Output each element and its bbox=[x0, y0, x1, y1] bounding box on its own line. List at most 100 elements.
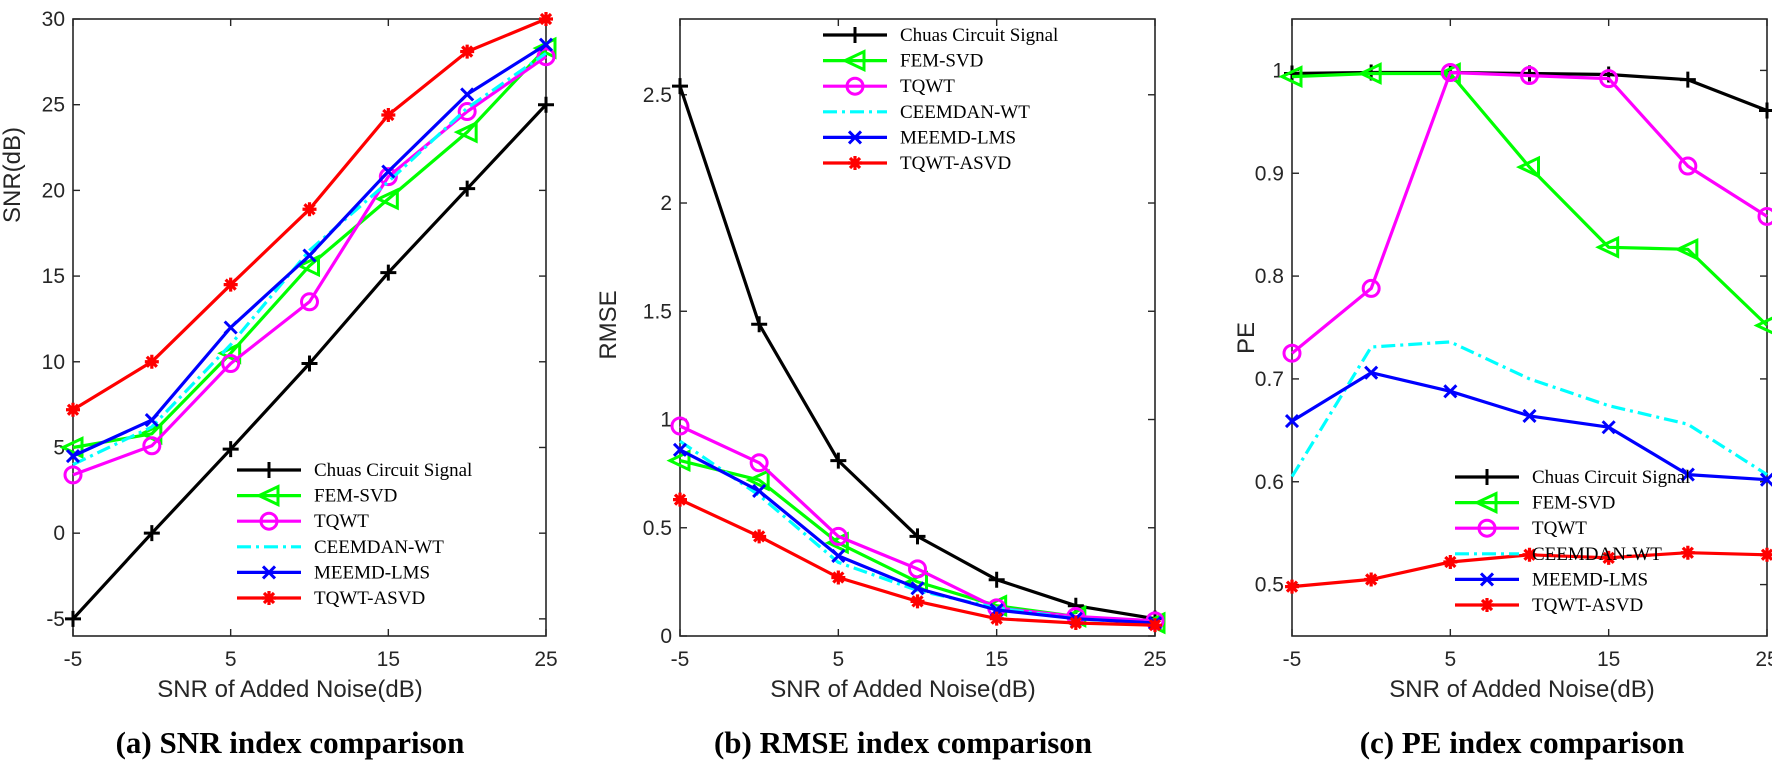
y-tick-label: 0.5 bbox=[643, 517, 672, 540]
data-point-tqwt bbox=[457, 102, 477, 122]
x-tick-label: 15 bbox=[1597, 648, 1620, 671]
data-point-chuas-circuit-signal bbox=[1759, 102, 1772, 119]
legend-label: Chuas Circuit Signal bbox=[314, 460, 472, 481]
data-point-chuas-circuit-signal bbox=[65, 610, 81, 627]
data-point-meemd-lms bbox=[752, 483, 767, 499]
data-point-fem-svd bbox=[745, 468, 770, 492]
data-point-meemd-lms bbox=[910, 581, 925, 596]
series-line-fem-svd bbox=[1291, 71, 1769, 327]
legend-item-tqwt: TQWT bbox=[237, 511, 369, 532]
legend-item-meemd-lms: MEEMD-LMS bbox=[823, 127, 1016, 148]
data-point-chuas-circuit-signal bbox=[751, 316, 768, 333]
data-point-meemd-lms bbox=[1284, 414, 1300, 429]
data-point-tqwt-asvd bbox=[1522, 547, 1537, 562]
legend-item-tqwt: TQWT bbox=[823, 76, 955, 97]
x-tick-label: 25 bbox=[534, 648, 557, 671]
series-line-ceemdan-wt bbox=[1290, 340, 1768, 478]
series-chuas-circuit-signal bbox=[65, 96, 554, 627]
y-ticks-snr: -5 0 5 10 15 20 25 30 bbox=[42, 8, 546, 631]
y-tick-label: 2.5 bbox=[643, 84, 672, 107]
y-tick-label: 0.8 bbox=[1255, 265, 1284, 288]
y-tick-label: 1 bbox=[1272, 59, 1284, 82]
data-point-meemd-lms bbox=[302, 248, 317, 263]
plot-frame-snr bbox=[72, 18, 547, 637]
legend-label: TQWT bbox=[314, 511, 369, 532]
data-point-fem-svd bbox=[1357, 62, 1382, 85]
series-line-ceemdan-wt bbox=[72, 51, 547, 467]
data-point-tqwt bbox=[536, 47, 556, 67]
data-point-tqwt bbox=[142, 436, 162, 456]
data-point-tqwt-asvd bbox=[1601, 550, 1616, 565]
data-point-tqwt-asvd bbox=[1364, 572, 1379, 587]
data-point-chuas-circuit-signal bbox=[672, 78, 688, 95]
legend-label: FEM-SVD bbox=[900, 51, 983, 72]
legend-marker bbox=[255, 484, 280, 507]
series-line-tqwt bbox=[1290, 70, 1768, 355]
panel-pe: (c) PE index comparison SNR of Added Noi… bbox=[1233, 18, 1772, 760]
data-point-tqwt bbox=[221, 353, 241, 373]
data-point-tqwt bbox=[300, 292, 319, 312]
data-point-chuas-circuit-signal bbox=[830, 452, 847, 469]
legend-item-chuas-circuit-signal: Chuas Circuit Signal bbox=[237, 460, 472, 481]
y-tick-label: 15 bbox=[42, 265, 65, 288]
data-point-meemd-lms bbox=[1601, 420, 1616, 435]
legend-marker bbox=[262, 591, 276, 605]
panel-rmse: (b) RMSE index comparison SNR of Added N… bbox=[595, 18, 1167, 760]
legend-item-ceemdan-wt: CEEMDAN-WT bbox=[237, 537, 444, 558]
x-tick-label: 25 bbox=[1755, 648, 1772, 671]
data-point-tqwt-asvd bbox=[539, 12, 553, 26]
legend-item-ceemdan-wt: CEEMDAN-WT bbox=[1455, 544, 1662, 565]
legend-label: TQWT-ASVD bbox=[1532, 595, 1643, 616]
data-point-tqwt bbox=[1440, 62, 1460, 82]
series-ceemdan-wt bbox=[1290, 340, 1768, 478]
data-point-meemd-lms bbox=[381, 164, 396, 179]
legend-item-fem-svd: FEM-SVD bbox=[1455, 491, 1615, 514]
y-tick-label: 20 bbox=[42, 179, 65, 202]
data-point-tqwt-asvd bbox=[1443, 554, 1458, 569]
data-point-tqwt-asvd bbox=[1148, 618, 1162, 633]
legend-label: MEEMD-LMS bbox=[314, 562, 430, 583]
legend-item-chuas-circuit-signal: Chuas Circuit Signal bbox=[1455, 467, 1690, 488]
series-line-meemd-lms bbox=[1291, 371, 1768, 482]
x-axis-label-rmse: SNR of Added Noise(dB) bbox=[770, 676, 1035, 703]
legend-item-fem-svd: FEM-SVD bbox=[823, 49, 983, 72]
legend-item-tqwt-asvd: TQWT-ASVD bbox=[823, 153, 1011, 174]
data-point-chuas-circuit-signal bbox=[459, 180, 476, 197]
legend-label: CEEMDAN-WT bbox=[314, 537, 444, 558]
x-tick-label: 5 bbox=[225, 648, 237, 671]
y-axis-label-pe: PE bbox=[1233, 322, 1260, 354]
data-point-tqwt bbox=[378, 167, 398, 187]
data-point-meemd-lms bbox=[538, 37, 554, 52]
series-line-tqwt bbox=[72, 55, 547, 477]
legend-item-fem-svd: FEM-SVD bbox=[237, 484, 397, 507]
y-tick-label: 2 bbox=[660, 192, 672, 215]
data-point-tqwt-asvd bbox=[66, 402, 80, 417]
legend-marker bbox=[261, 565, 277, 580]
legend-label: TQWT bbox=[900, 76, 955, 97]
legend-label: TQWT-ASVD bbox=[900, 153, 1011, 174]
data-point-fem-svd bbox=[217, 341, 242, 365]
series-meemd-lms bbox=[1284, 365, 1772, 487]
legend-label: FEM-SVD bbox=[1532, 493, 1615, 514]
x-tick-label: 15 bbox=[985, 648, 1008, 671]
data-point-tqwt-asvd bbox=[1760, 547, 1772, 562]
y-axis-label-snr: SNR(dB) bbox=[0, 127, 26, 223]
data-point-chuas-circuit-signal bbox=[538, 96, 554, 113]
data-point-fem-svd bbox=[1515, 155, 1540, 179]
y-tick-label: 1 bbox=[660, 409, 672, 432]
legend-label: FEM-SVD bbox=[314, 486, 397, 507]
legend-label: Chuas Circuit Signal bbox=[900, 25, 1058, 46]
data-point-fem-svd bbox=[1278, 65, 1303, 88]
data-point-tqwt-asvd bbox=[144, 354, 159, 369]
legend-label: MEEMD-LMS bbox=[900, 127, 1016, 148]
caption-snr: (a) SNR index comparison bbox=[116, 725, 465, 760]
legend-item-meemd-lms: MEEMD-LMS bbox=[237, 562, 430, 583]
legend-snr: Chuas Circuit Signal FEM-SVD TQWT CEEMDAN-W… bbox=[237, 460, 472, 609]
data-point-meemd-lms bbox=[144, 412, 159, 428]
x-ticks-rmse: -5 5 15 25 bbox=[671, 19, 1167, 671]
legend-marker bbox=[847, 27, 863, 43]
legend-marker bbox=[848, 156, 862, 170]
data-point-tqwt bbox=[1282, 343, 1302, 363]
legend-marker bbox=[259, 511, 279, 531]
legend-label: CEEMDAN-WT bbox=[900, 102, 1030, 123]
